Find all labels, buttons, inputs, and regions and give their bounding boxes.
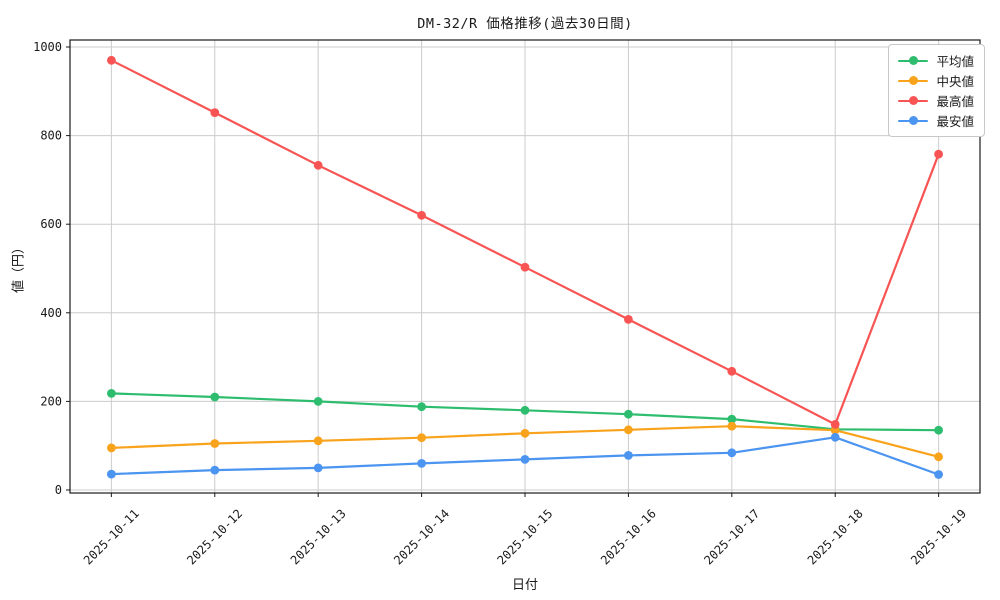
legend-line-marker-icon: [898, 55, 929, 66]
series-point-1: [520, 428, 530, 438]
series-point-0: [624, 409, 633, 419]
series-point-1: [107, 443, 116, 453]
series-point-2: [934, 149, 943, 159]
series-point-3: [934, 470, 943, 479]
series-point-0: [934, 425, 943, 435]
legend-marker-dot: [908, 76, 918, 85]
series-point-2: [830, 420, 840, 429]
x-tick-label: 2025-10-15: [495, 507, 556, 568]
y-tick-label: 1000: [33, 40, 62, 54]
series-point-2: [624, 315, 633, 324]
series-point-0: [727, 414, 737, 424]
chart-title: DM-32/R 価格推移(過去30日間): [417, 16, 633, 32]
series-point-1: [313, 436, 323, 446]
legend-item-2: 最高値: [898, 92, 974, 109]
series-point-0: [520, 405, 530, 415]
x-tick-label: 2025-10-17: [701, 507, 762, 568]
series-point-2: [520, 262, 530, 272]
legend-label: 平均値: [936, 54, 974, 69]
legend: 平均値中央値最高値最安値: [888, 44, 985, 137]
x-tick-label: 2025-10-18: [805, 507, 866, 568]
legend-marker-dot: [908, 56, 918, 65]
legend-marker-dot: [908, 116, 918, 125]
legend-label: 最安値: [936, 114, 974, 129]
series-point-2: [210, 108, 220, 117]
legend-marker-dot: [908, 96, 918, 105]
y-tick-label: 600: [40, 217, 62, 231]
series-point-1: [624, 425, 633, 435]
y-tick-label: 400: [40, 306, 62, 320]
series-point-1: [417, 433, 426, 443]
legend-label: 中央値: [936, 74, 974, 89]
x-tick-label: 2025-10-12: [184, 507, 245, 568]
series-point-1: [727, 421, 737, 431]
plot-border: [69, 39, 981, 494]
series-point-2: [417, 210, 426, 220]
x-tick-label: 2025-10-13: [288, 507, 349, 568]
legend-item-0: 平均値: [898, 52, 974, 69]
x-axis-label: 日付: [511, 578, 538, 593]
series-point-0: [313, 397, 323, 406]
series-point-1: [934, 452, 943, 462]
y-tick-label: 800: [40, 129, 62, 143]
series-point-3: [624, 451, 633, 460]
x-tick-label: 2025-10-16: [598, 507, 659, 568]
series-point-3: [520, 455, 530, 464]
legend-line-marker-icon: [898, 115, 929, 126]
legend-item-1: 中央値: [898, 72, 974, 89]
series-point-3: [107, 469, 116, 479]
series-point-2: [313, 160, 323, 170]
y-tick-label: 200: [40, 394, 62, 408]
series-point-0: [107, 389, 116, 398]
series-point-1: [210, 439, 220, 448]
legend-label: 最高値: [936, 94, 974, 109]
series-point-2: [107, 55, 116, 65]
x-tick-label: 2025-10-19: [908, 507, 969, 568]
legend-line-marker-icon: [898, 95, 929, 106]
legend-line-marker-icon: [898, 75, 929, 86]
series-point-3: [417, 459, 426, 468]
series-point-3: [830, 432, 840, 442]
x-tick-label: 2025-10-11: [81, 507, 142, 568]
legend-item-3: 最安値: [898, 112, 974, 129]
series-point-3: [210, 465, 220, 475]
series-point-2: [727, 366, 737, 376]
series-point-3: [313, 463, 323, 473]
y-tick-label: 0: [55, 483, 62, 497]
x-tick-label: 2025-10-14: [391, 507, 452, 568]
series-point-3: [727, 448, 737, 458]
series-point-0: [210, 392, 220, 402]
series-point-0: [417, 402, 426, 412]
